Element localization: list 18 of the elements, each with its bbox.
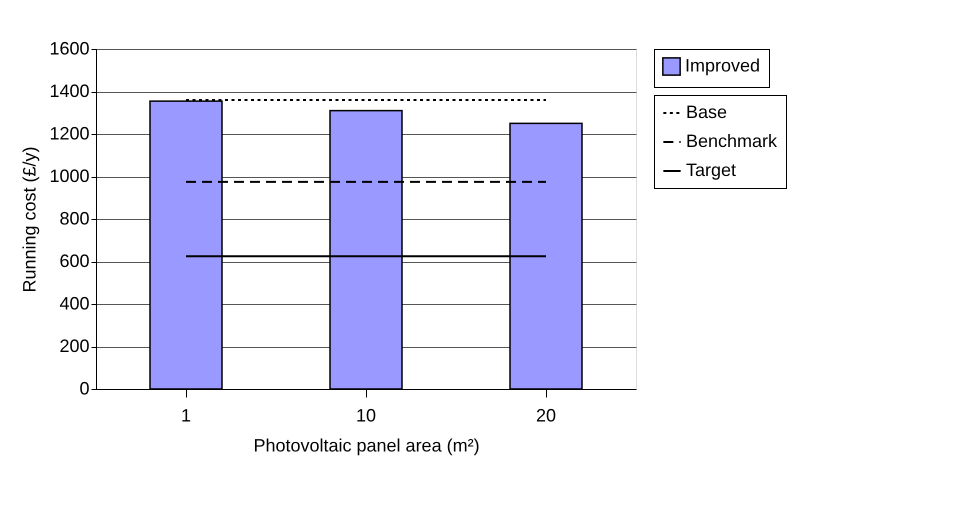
legend-label: Base (686, 102, 728, 122)
x-tick-label: 20 (536, 406, 556, 426)
y-tick-label: 600 (59, 251, 90, 271)
y-tick-label: 1000 (49, 166, 90, 186)
x-tick-label: 10 (356, 406, 376, 426)
legend-label: Target (686, 160, 736, 180)
legend-label: Improved (685, 56, 760, 76)
x-axis-title: Photovoltaic panel area (m²) (253, 436, 480, 456)
legend-label: Benchmark (686, 131, 778, 151)
y-tick-label: 1600 (49, 38, 90, 58)
y-tick-label: 1400 (49, 81, 90, 101)
y-tick-label: 200 (59, 336, 90, 356)
y-tick-label: 400 (59, 294, 90, 314)
y-tick-label: 1200 (49, 124, 90, 144)
y-axis-title: Running cost (£/y) (19, 146, 40, 293)
y-tick-label: 0 (79, 378, 90, 398)
x-tick-label: 1 (180, 406, 192, 426)
y-tick-label: 800 (59, 208, 90, 228)
